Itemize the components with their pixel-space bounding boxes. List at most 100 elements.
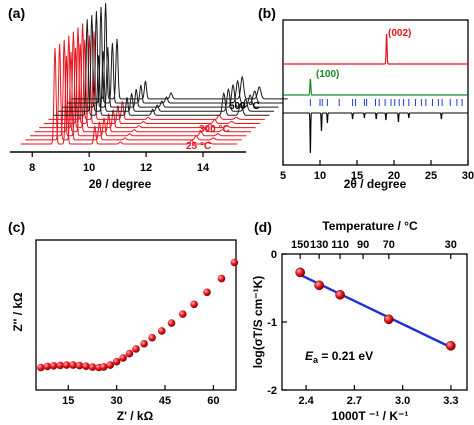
panel-c-label: (c) [8, 219, 25, 235]
x-tick-label: 60 [207, 395, 219, 407]
xrd-trace [30, 39, 247, 137]
impedance-point [148, 333, 156, 342]
panel-c: (c) 15 30 45 60 Z' / kΩ Z'' / kΩ [8, 219, 239, 423]
impedance-point [49, 362, 58, 370]
temperature-label-25: 25 °C [186, 141, 211, 152]
top-tick-label: 90 [357, 239, 369, 251]
xrd-trace [66, 6, 284, 104]
impedance-point [99, 363, 108, 371]
impedance-point [217, 274, 226, 283]
temperature-label-500: 500 °C [229, 101, 260, 112]
xrd-trace [43, 27, 261, 124]
impedance-point [43, 362, 52, 371]
impedance-point [106, 361, 114, 369]
panel-d-frame [281, 253, 468, 391]
panel-a-x-label: 2θ / degree [89, 177, 152, 191]
top-tick-label: 110 [331, 239, 349, 251]
activation-energy-subscript: a [313, 355, 319, 365]
panel-c-y-label: Z'' / kΩ [11, 292, 25, 332]
impedance-point [88, 363, 97, 371]
x-tick-label: 30 [462, 170, 474, 182]
x-tick-label: 2.7 [347, 395, 362, 407]
conductivity-point [314, 280, 325, 291]
impedance-point [69, 361, 77, 369]
panel-b: (b) (002) (100) 5 10 15 20 25 30 2θ / degree [258, 5, 474, 191]
panel-c-x-label: Z' / kΩ [117, 409, 154, 423]
x-tick-label: 20 [388, 170, 400, 182]
x-tick-label: 30 [111, 395, 123, 407]
panel-a-label: (a) [8, 5, 25, 21]
impedance-point [75, 361, 84, 370]
y-tick-label: 0 [271, 249, 277, 261]
impedance-point [158, 327, 166, 335]
x-tick-label: 15 [351, 170, 363, 182]
impedance-point [62, 361, 71, 369]
impedance-point [203, 288, 211, 297]
panel-d-label: (d) [254, 219, 272, 235]
impedance-point [167, 319, 176, 327]
panel-d-top-axis-label: Temperature / °C [322, 219, 418, 233]
panel-c-points [37, 258, 239, 372]
conductivity-point [295, 267, 306, 278]
x-tick-label: 12 [140, 162, 152, 174]
panel-d-x-label: 1000T ⁻¹ / K⁻¹ [332, 409, 409, 423]
linear-fit-line [299, 273, 452, 349]
xrd-trace [25, 43, 242, 141]
panel-a-ticks: 8 10 12 14 [29, 152, 210, 174]
activation-energy-symbol: E [305, 349, 314, 363]
xrd-trace [71, 2, 288, 100]
x-tick-label: 10 [314, 170, 326, 182]
peak-label-002: (002) [388, 28, 411, 39]
activation-energy-value: = 0.21 eV [318, 349, 373, 363]
x-tick-label: 3.3 [443, 395, 458, 407]
impedance-point [82, 362, 90, 371]
panel-c-ticks: 15 30 45 60 [62, 385, 220, 407]
y-tick-label: -1 [267, 317, 277, 329]
impedance-point [230, 258, 239, 267]
xrd-trace [48, 23, 265, 120]
panel-a: (a) 8 10 12 14 500 °C 300 °C 25 °C 2θ / deg… [8, 2, 288, 191]
xrd-trace [62, 11, 279, 108]
activation-energy-annotation: Ea = 0.21 eV [305, 349, 373, 365]
green-pattern [283, 78, 468, 96]
panel-a-traces [20, 2, 288, 145]
conductivity-point [445, 340, 456, 351]
xrd-trace [57, 15, 274, 112]
black-pattern [283, 112, 468, 154]
peak-label-100: (100) [316, 69, 339, 80]
xrd-trace [39, 31, 256, 129]
top-tick-label: 150 [291, 239, 309, 251]
x-tick-label: 25 [425, 170, 437, 182]
impedance-point [125, 349, 134, 358]
xrd-trace [34, 35, 251, 133]
x-tick-label: 2.4 [298, 395, 314, 407]
panel-d-marks [295, 267, 456, 351]
top-tick-label: 30 [445, 239, 457, 251]
top-tick-label: 130 [310, 239, 328, 251]
x-tick-label: 15 [62, 395, 74, 407]
impedance-point [56, 361, 64, 370]
x-tick-label: 14 [197, 162, 210, 174]
impedance-point [132, 345, 140, 353]
x-tick-label: 3.0 [395, 395, 410, 407]
panel-d-y-label: log(σT/S cm⁻¹K) [251, 276, 265, 369]
x-tick-label: 45 [159, 395, 171, 407]
impedance-point [112, 357, 121, 366]
impedance-point [190, 300, 198, 309]
x-tick-label: 10 [83, 162, 95, 174]
red-pattern [283, 33, 468, 65]
panel-b-x-label: 2θ / degree [344, 177, 407, 191]
panel-c-frame [35, 239, 237, 391]
panel-d-ticks: 2.4 2.7 3.0 3.3 0 -1 -2 150 130 110 90 70 30 [267, 239, 458, 407]
xrd-trace [53, 19, 270, 116]
panel-b-label: (b) [258, 5, 276, 21]
impedance-point [119, 354, 127, 362]
impedance-point [140, 339, 148, 348]
panel-b-ticks: 5 10 15 20 25 30 [280, 160, 474, 182]
conductivity-point [383, 314, 394, 325]
top-tick-label: 70 [383, 239, 395, 251]
impedance-point [37, 363, 45, 372]
panel-b-frame [282, 19, 469, 166]
panel-b-content [283, 33, 468, 154]
